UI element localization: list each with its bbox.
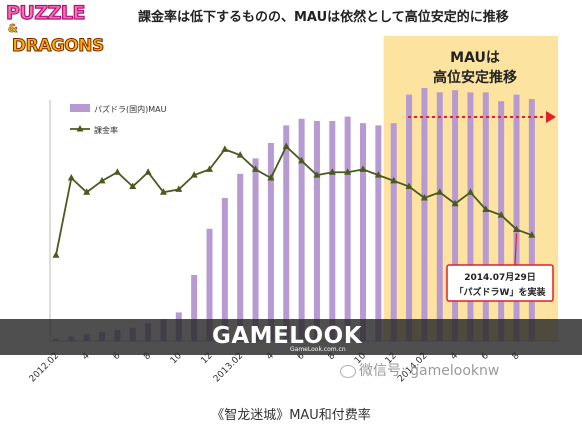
figure-caption: 《智龙迷城》MAU和付费率 [211, 408, 371, 423]
payment-rate-point [52, 251, 60, 258]
payment-rate-point [221, 145, 229, 152]
x-tick-label: 6 [296, 351, 307, 362]
payment-rate-point [420, 194, 428, 201]
wechat-icon [340, 364, 356, 378]
x-tick-label: 2013.02 [212, 351, 245, 384]
payment-rate-point [390, 176, 398, 184]
payment-rate-point [528, 231, 536, 238]
payment-rate-point [206, 165, 213, 172]
payment-rate-point [113, 168, 121, 175]
mau-bar [206, 228, 213, 341]
mau-bar [237, 173, 244, 341]
wechat-watermark: 微信号: gamelooknw [340, 360, 499, 380]
x-tick-label: 4 [265, 351, 276, 362]
watermark-bar [0, 319, 582, 355]
wechat-id: 微信号: gamelooknw [359, 363, 500, 379]
legend-swatch-mau [70, 104, 90, 112]
mau-bar [406, 94, 413, 341]
callout-date: 2014.07月29日 [464, 272, 536, 283]
payment-rate-point [344, 168, 352, 175]
payment-rate-point [144, 168, 152, 175]
legend-swatch-marker [76, 125, 84, 132]
logo-line-3: DRAGONS [12, 36, 105, 57]
payment-rate-point [175, 185, 183, 192]
payment-rate-point [328, 168, 336, 175]
mau-bar [452, 90, 459, 341]
x-tick-label: 6 [111, 351, 122, 362]
payment-rate-point [359, 165, 367, 172]
payment-rate-point [298, 156, 306, 164]
mau-bar [298, 118, 305, 341]
x-tick-label: 6 [480, 351, 491, 362]
mau-bar [267, 143, 274, 341]
mau-bar [344, 116, 351, 341]
payment-rate-point [466, 188, 474, 195]
x-tick-label: 8 [326, 351, 337, 362]
payment-rate-point [236, 151, 244, 158]
highlight-title-line1: MAUは [450, 50, 500, 66]
x-tick-label: 2012.02 [28, 351, 61, 384]
payment-rate-point [252, 165, 260, 172]
payment-rate-point [482, 205, 490, 212]
legend-label-rate: 課金率 [94, 125, 118, 135]
callout-box [446, 264, 554, 302]
payment-rate-point [67, 173, 75, 181]
callout-text: 「パズドラW」を実装 [455, 286, 547, 298]
payment-rate-point [405, 182, 413, 190]
mau-bar [498, 101, 505, 341]
mau-bar [191, 275, 198, 341]
logo-line-1: PUZZLE [5, 1, 86, 24]
payment-rate-point [190, 171, 198, 178]
callout-pointer [514, 233, 518, 266]
payment-rate-point [98, 176, 106, 184]
x-tick-label: 8 [142, 351, 153, 362]
mau-bar [482, 92, 489, 342]
mau-bar [436, 92, 443, 342]
highlight-title-line2: 高位安定推移 [433, 69, 517, 86]
x-tick-label: 8 [510, 351, 521, 362]
mau-bar [329, 121, 336, 341]
mau-bar [513, 94, 520, 341]
puzzle-dragons-logo: PUZZLE & DRAGONS [2, 1, 122, 60]
mau-bar [221, 198, 228, 341]
payment-rate-point [129, 182, 137, 190]
mau-bar [313, 121, 320, 341]
payment-rate-point [159, 188, 167, 195]
chart-headline: 課金率は低下するものの、MAUは依然として高位安定的に推移 [138, 10, 509, 25]
payment-rate-point [374, 171, 382, 178]
mau-bar [283, 125, 290, 342]
payment-rate-point [83, 188, 91, 195]
payment-rate-point [513, 225, 520, 232]
payment-rate-point [497, 211, 505, 218]
logo-line-2: & [8, 22, 18, 36]
payment-rate-point [451, 199, 459, 207]
watermark-logo: GAMELOOK [212, 323, 363, 349]
trend-arrow-head [546, 111, 556, 123]
mau-bar [390, 123, 397, 341]
x-tick-label: 4 [81, 351, 92, 362]
x-tick-label: 4 [449, 351, 460, 362]
payment-rate-point [267, 173, 275, 181]
payment-rate-point [436, 188, 444, 195]
mau-bar [252, 158, 259, 341]
mau-bar [360, 123, 366, 341]
mau-bar [528, 99, 535, 341]
mau-bar [421, 88, 428, 341]
legend-label-mau: パズドラ(国内)MAU [94, 104, 167, 114]
mau-bar [467, 92, 474, 342]
mau-bar [375, 125, 382, 342]
payment-rate-line [55, 145, 533, 256]
payment-rate-point [313, 171, 321, 178]
payment-rate-point [282, 142, 290, 150]
watermark-url: GameLook.com.cn [290, 346, 346, 353]
